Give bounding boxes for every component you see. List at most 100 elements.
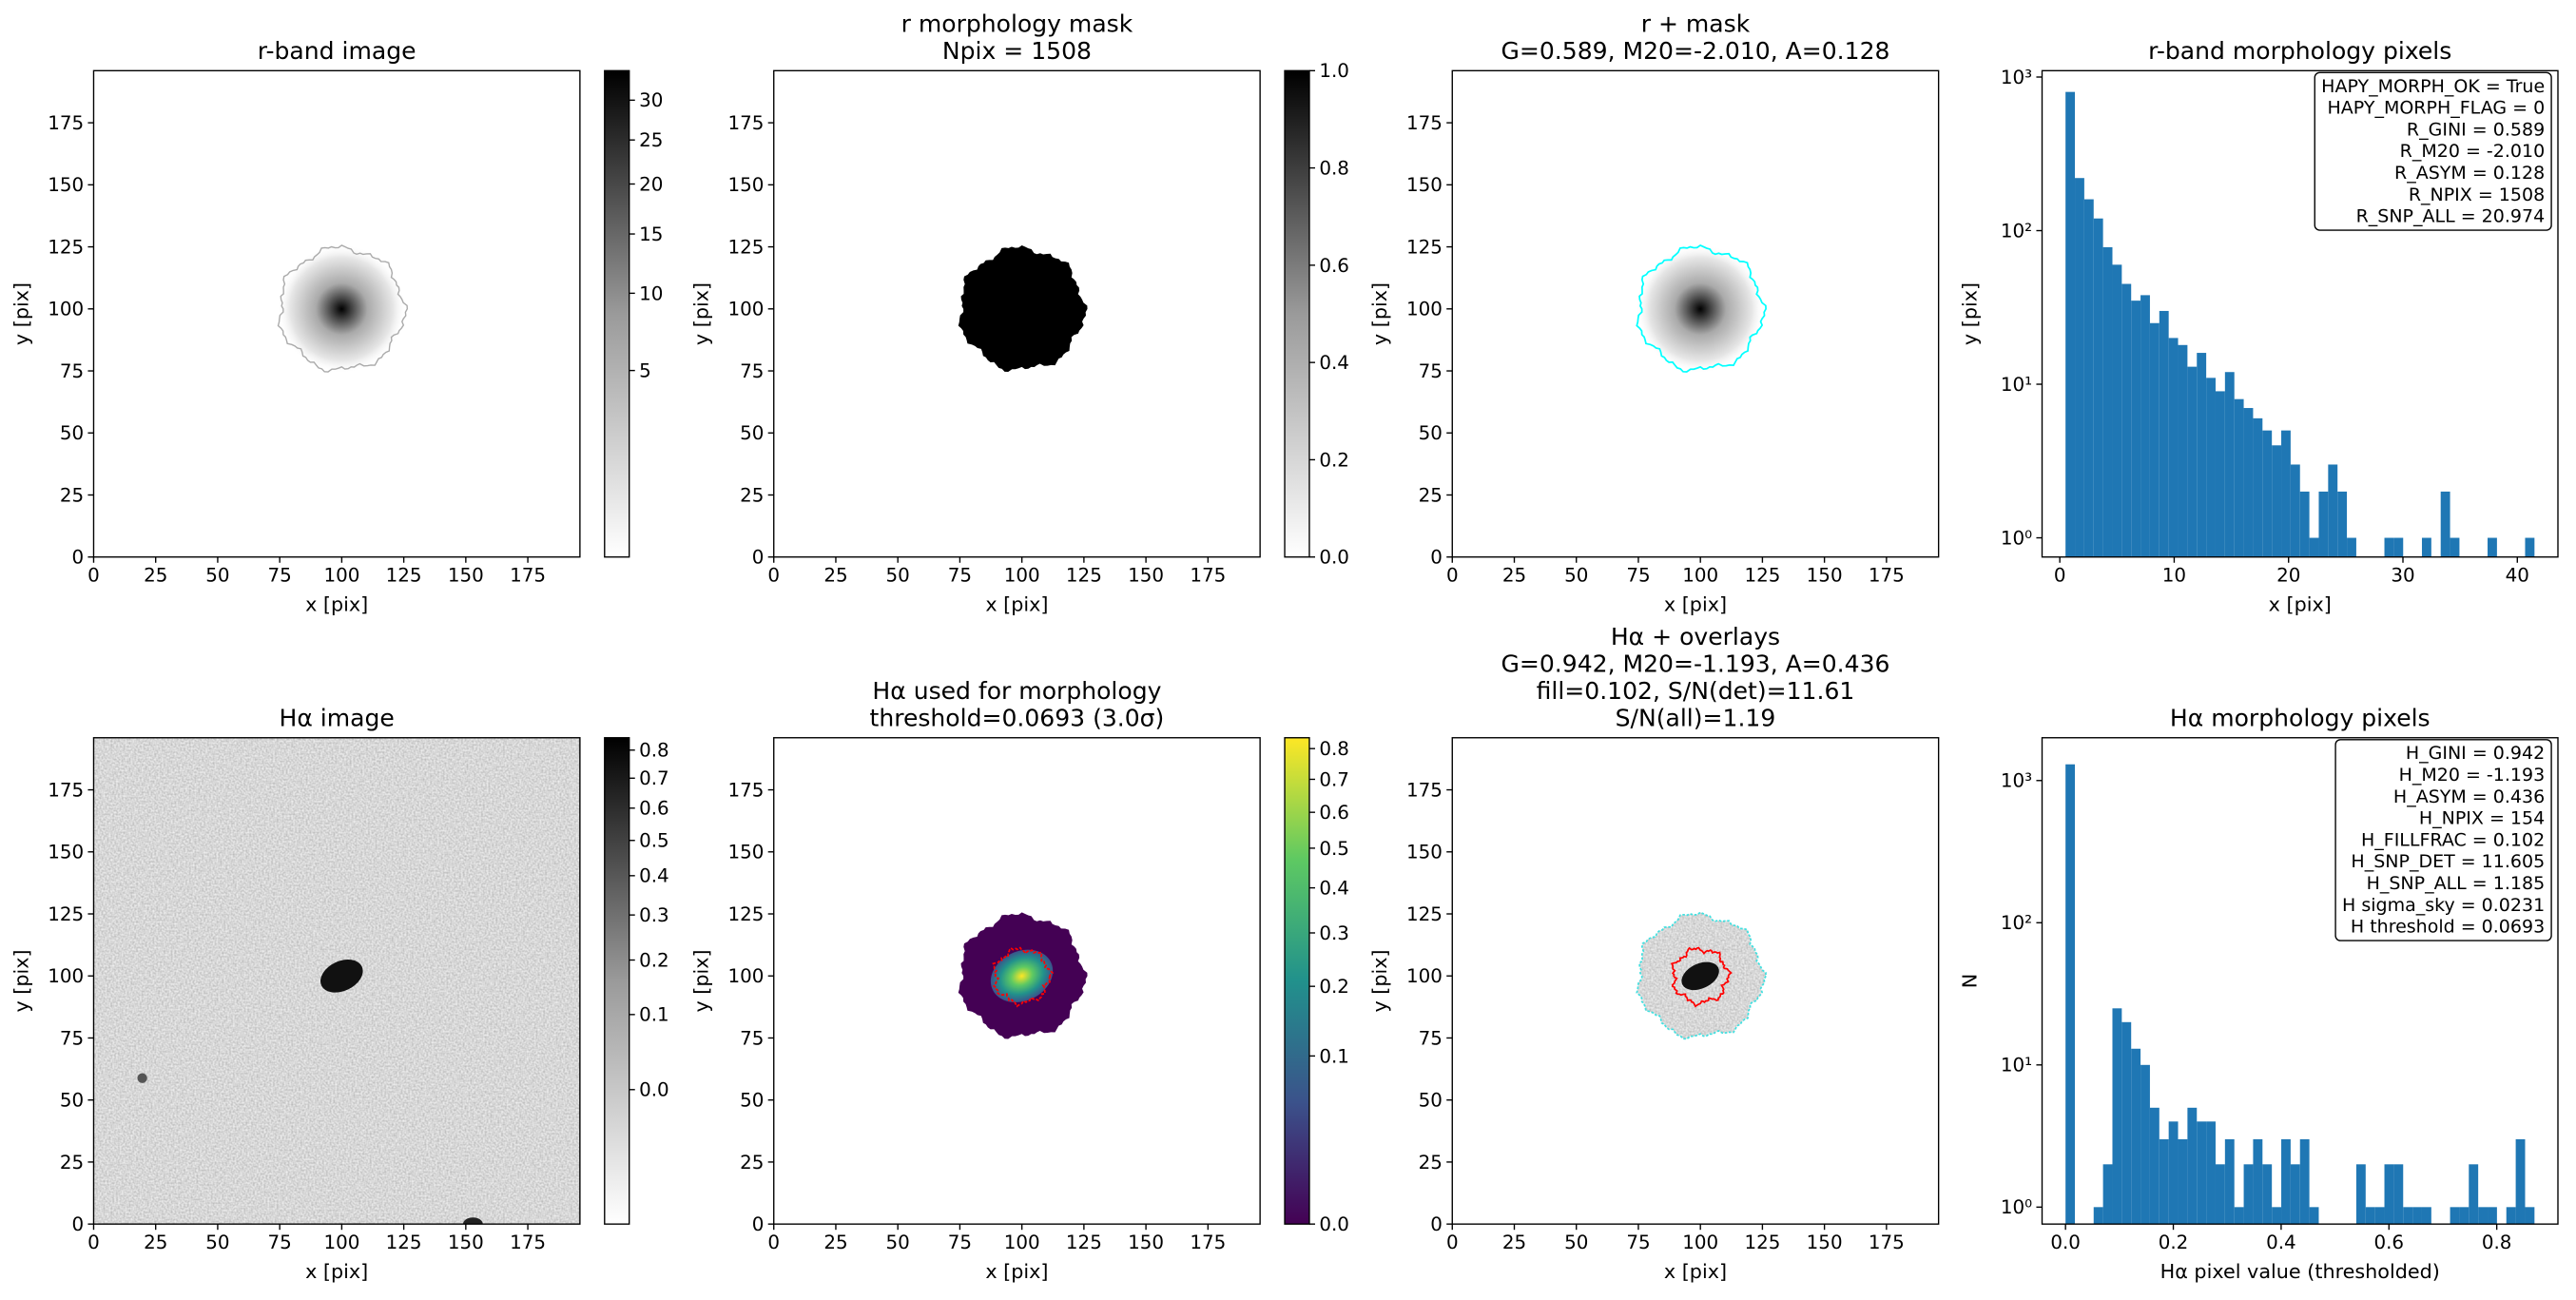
galaxy xyxy=(1636,244,1765,374)
x-tick-label: 0 xyxy=(87,1232,100,1253)
x-tick-label: 25 xyxy=(823,1232,847,1253)
panel-title: G=0.589, M20=-2.010, A=0.128 xyxy=(1501,37,1889,65)
colorbar-tick-label: 0.8 xyxy=(1319,158,1349,180)
y-tick-label: 100 xyxy=(727,299,764,320)
annotation-line: H_FILLFRAC = 0.102 xyxy=(2361,829,2545,850)
y-tick-label: 0 xyxy=(71,1213,84,1235)
y-tick-label: 10¹ xyxy=(2001,374,2032,396)
colorbar-tick-label: 0.6 xyxy=(1319,255,1349,277)
histogram-bar xyxy=(2215,1164,2225,1225)
x-tick-label: 150 xyxy=(448,565,484,587)
y-tick-label: 150 xyxy=(727,842,764,863)
y-axis-label: y [pix] xyxy=(1958,282,1981,345)
y-axis-label: y [pix] xyxy=(10,282,32,345)
histogram-bar xyxy=(2515,1138,2526,1225)
y-tick-label: 175 xyxy=(727,779,764,801)
x-axis-label: x [pix] xyxy=(1664,1260,1727,1283)
histogram-bar xyxy=(2403,1207,2413,1225)
x-tick-label: 175 xyxy=(510,1232,546,1253)
colorbar-tick-label: 0.4 xyxy=(1319,352,1349,374)
histogram-bar xyxy=(2525,1207,2535,1225)
histogram-bar xyxy=(2384,1164,2394,1225)
panel-title: G=0.942, M20=-1.193, A=0.436 xyxy=(1501,650,1889,678)
y-tick-label: 175 xyxy=(1406,112,1443,134)
x-tick-label: 50 xyxy=(205,1232,229,1253)
histogram-bar xyxy=(2469,1164,2479,1225)
y-tick-label: 10⁰ xyxy=(2001,527,2032,549)
x-tick-label: 125 xyxy=(1744,1232,1780,1253)
y-axis-label: y [pix] xyxy=(1368,282,1391,345)
x-tick-label: 75 xyxy=(1626,565,1650,587)
colorbar-tick-label: 0.5 xyxy=(1319,838,1349,860)
axes-frame xyxy=(1451,69,1940,558)
ha-core xyxy=(990,949,1054,1002)
histogram-bar xyxy=(2243,408,2254,557)
histogram-bar xyxy=(2365,1207,2375,1225)
axes-frame xyxy=(2041,69,2559,558)
y-tick-label: 25 xyxy=(1419,484,1443,506)
x-tick-label: 50 xyxy=(205,565,229,587)
y-tick-label: 25 xyxy=(740,484,764,506)
y-tick-label: 50 xyxy=(1419,422,1443,444)
colorbar-tick-label: 0.3 xyxy=(639,904,669,926)
y-tick-label: 25 xyxy=(1419,1152,1443,1174)
x-tick-label: 175 xyxy=(1190,565,1226,587)
annotation-line: R_M20 = -2.010 xyxy=(2400,141,2546,162)
x-tick-label: 50 xyxy=(886,1232,910,1253)
histogram-bar xyxy=(2187,366,2198,557)
histogram-bar xyxy=(2234,1207,2244,1225)
image xyxy=(773,70,1261,557)
x-tick-label: 125 xyxy=(1744,565,1780,587)
colorbar-tick-label: 0.0 xyxy=(1319,547,1349,569)
x-tick-label: 125 xyxy=(386,1232,422,1253)
histogram-bar xyxy=(2093,1207,2103,1225)
y-tick-label: 25 xyxy=(60,484,84,506)
colorbar-tick-label: 0.0 xyxy=(1319,1213,1349,1235)
image xyxy=(93,737,580,1225)
image xyxy=(1452,737,1939,1225)
axes-frame xyxy=(773,737,1261,1225)
x-tick-label: 175 xyxy=(1869,565,1905,587)
y-tick-label: 75 xyxy=(740,360,764,382)
x-axis-label: x [pix] xyxy=(305,1260,368,1283)
panel-title: S/N(all)=1.19 xyxy=(1616,705,1776,732)
annotation-line: H threshold = 0.0693 xyxy=(2351,917,2545,938)
histogram-bar xyxy=(2440,491,2450,557)
histogram-bar xyxy=(2525,537,2535,557)
colorbar xyxy=(604,737,630,1225)
colorbar-tick-label: 5 xyxy=(639,360,651,382)
colorbar xyxy=(604,69,630,558)
annotation-line: R_GINI = 0.589 xyxy=(2407,119,2545,140)
x-tick-label: 0.0 xyxy=(2050,1232,2081,1253)
y-tick-label: 175 xyxy=(1406,779,1443,801)
colorbar-tick-label: 0.3 xyxy=(1319,922,1349,944)
annotation-line: H_SNP_ALL = 1.185 xyxy=(2367,873,2546,894)
histogram-bar xyxy=(2478,1207,2489,1225)
x-tick-label: 50 xyxy=(886,565,910,587)
colorbar-tick-label: 0.4 xyxy=(639,865,669,887)
ha-contour xyxy=(992,946,1055,1008)
x-tick-label: 50 xyxy=(1564,565,1588,587)
histogram-bar xyxy=(2384,537,2394,557)
histogram-bar xyxy=(2206,1121,2216,1225)
y-tick-label: 50 xyxy=(740,422,764,444)
histogram-bar xyxy=(2065,91,2076,557)
y-tick-label: 100 xyxy=(48,299,84,320)
x-tick-label: 0 xyxy=(87,565,100,587)
image xyxy=(1452,70,1939,557)
histogram-bar xyxy=(2328,464,2338,557)
x-axis-label: x [pix] xyxy=(1664,593,1727,616)
x-tick-label: 150 xyxy=(448,1232,484,1253)
annotation-line: R_NPIX = 1508 xyxy=(2409,184,2545,205)
colorbar-tick-label: 0.6 xyxy=(639,798,669,820)
colorbar-tick-label: 20 xyxy=(639,173,663,195)
x-tick-label: 100 xyxy=(1682,565,1718,587)
histogram-bar xyxy=(2450,537,2460,557)
histogram-bar xyxy=(2187,1107,2198,1225)
ha-source xyxy=(1681,961,1719,991)
x-tick-label: 75 xyxy=(268,1232,292,1253)
colorbar xyxy=(1284,69,1310,558)
